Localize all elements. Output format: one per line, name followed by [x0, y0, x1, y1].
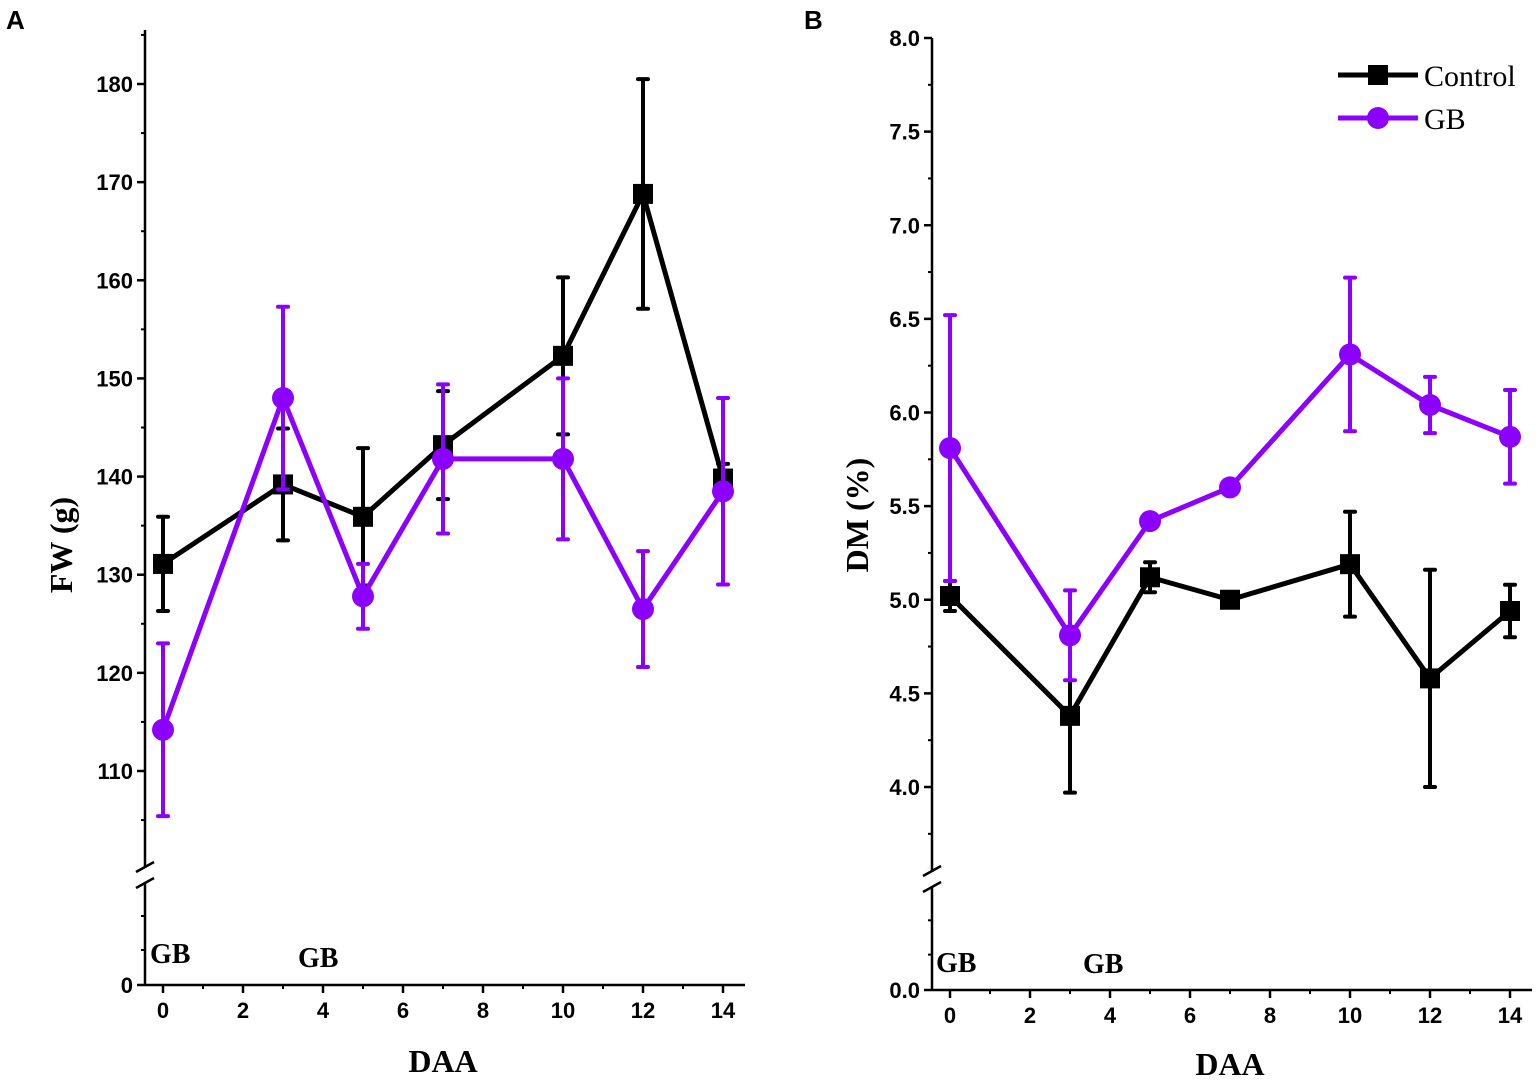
b-series-gb — [939, 275, 1521, 683]
b-control-point — [1420, 668, 1440, 689]
b-control-point — [940, 586, 960, 607]
panel-b-plot: 4.0 4.5 5.0 5.5 6.0 6.5 7.0 7.5 8.0 0.0 0 2 4 6 8 10 12 1… — [839, 26, 1532, 1082]
legend-gb-label: GB — [1424, 103, 1466, 136]
a-x-tick-label: 4 — [317, 998, 330, 1023]
a-x-tick-label: 8 — [477, 998, 489, 1023]
b-x-tick-label: 2 — [1024, 1003, 1036, 1028]
a-x-tick-label: 6 — [397, 998, 409, 1023]
a-y-tick-label: 0 — [121, 973, 133, 998]
a-y-tick-label: 180 — [96, 72, 133, 97]
a-gb-point — [632, 598, 654, 621]
b-gb-point — [1139, 510, 1161, 533]
b-y-tick-label: 7.0 — [889, 213, 920, 238]
a-x-tick-label: 2 — [237, 998, 249, 1023]
a-x-tick-label: 14 — [711, 998, 736, 1023]
a-control-point — [633, 183, 653, 204]
b-x-tick-label: 0 — [944, 1003, 956, 1028]
a-control-point — [353, 506, 373, 527]
legend-gb-circle-icon — [1367, 107, 1389, 129]
panel-b-annotations: GB GB — [936, 948, 1123, 980]
b-x-axis-title: DAA — [1195, 1046, 1264, 1082]
b-control-point — [1500, 600, 1520, 621]
legend: Control GB — [1338, 60, 1516, 136]
b-gb-point — [1339, 343, 1361, 366]
a-gb-point — [712, 480, 734, 503]
a-y-tick-label: 120 — [96, 661, 133, 686]
a-y-tick-label: 170 — [96, 170, 133, 195]
a-control-point — [153, 553, 173, 574]
b-gb-point — [939, 437, 961, 460]
a-x-tick-label: 0 — [157, 998, 169, 1023]
b-axis-break-mark — [922, 880, 942, 894]
b-x-tick-label: 14 — [1498, 1003, 1523, 1028]
legend-control-square-icon — [1368, 65, 1388, 85]
a-axis-break-mark — [135, 860, 155, 874]
b-y-tick-label: 5.0 — [889, 588, 920, 613]
b-gb-annotation: GB — [936, 948, 976, 979]
b-control-line — [948, 561, 1512, 719]
b-axis-break-mark — [922, 864, 942, 878]
b-series-control — [940, 509, 1520, 795]
a-y-tick-label: 110 — [98, 759, 134, 784]
a-axis-break-mark — [135, 876, 155, 890]
b-gb-point — [1419, 394, 1441, 417]
b-y-tick-label: 6.0 — [889, 401, 920, 426]
b-y-tick-label: 4.5 — [889, 681, 920, 706]
b-x-tick-label: 10 — [1338, 1003, 1362, 1028]
a-x-tick-label: 12 — [631, 998, 655, 1023]
b-y-tick-label: 5.5 — [889, 494, 920, 519]
panel-b-label: B — [804, 5, 823, 35]
b-gb-point — [1059, 624, 1081, 647]
b-gb-point — [1219, 476, 1241, 499]
a-y-tick-label: 140 — [96, 465, 133, 490]
b-x-tick-label: 12 — [1418, 1003, 1442, 1028]
b-y-tick-label: 7.5 — [889, 120, 920, 145]
panel-a: A 110 120 130 140 150 160 170 180 00 2 4 6 8 10 12 14 DA… — [6, 5, 745, 1079]
a-control-point — [553, 345, 573, 366]
b-y-tick-label: 8.0 — [889, 26, 920, 51]
b-gb-annotation: GB — [1083, 949, 1123, 980]
a-series-gb — [152, 304, 734, 819]
b-y-axis-title: DM (%) — [839, 458, 875, 573]
b-control-point — [1340, 554, 1360, 575]
a-gb-point — [152, 718, 174, 741]
a-x-tick-label: 10 — [551, 998, 575, 1023]
a-y-axis-title: FW (g) — [43, 497, 79, 593]
legend-control-label: Control — [1424, 60, 1516, 93]
a-y-tick-label: 160 — [96, 268, 133, 293]
panel-a-plot: 110 120 130 140 150 160 170 180 00 2 4 6 8 10 12 14 DAA F… — [43, 30, 745, 1079]
b-x-tick-label: 8 — [1264, 1003, 1276, 1028]
a-gb-annotation: GB — [298, 943, 338, 974]
a-gb-point — [352, 585, 374, 608]
panel-a-annotations: GB GB — [150, 939, 338, 974]
a-gb-point — [432, 447, 454, 470]
a-gb-annotation: GB — [150, 939, 190, 970]
b-y-tick-label: 0.0 — [889, 978, 920, 1003]
a-x-axis-title: DAA — [408, 1043, 477, 1079]
b-control-point — [1060, 705, 1080, 726]
b-control-point — [1140, 567, 1160, 588]
panel-b: B 4.0 4.5 5.0 5.5 6.0 6.5 7.0 7.5 8.0 0.0 0 2 4 6 8 10 1… — [804, 5, 1532, 1082]
panel-a-label: A — [6, 5, 25, 35]
b-gb-point — [1499, 425, 1521, 448]
b-x-tick-label: 4 — [1104, 1003, 1117, 1028]
a-y-tick-label: 130 — [96, 563, 133, 588]
b-x-tick-label: 6 — [1184, 1003, 1196, 1028]
b-y-tick-label: 6.5 — [889, 307, 920, 332]
a-gb-point — [272, 387, 294, 410]
b-y-tick-label: 4.0 — [889, 775, 920, 800]
a-y-tick-label: 150 — [96, 366, 133, 391]
a-gb-point — [552, 447, 574, 470]
b-control-point — [1220, 589, 1240, 610]
